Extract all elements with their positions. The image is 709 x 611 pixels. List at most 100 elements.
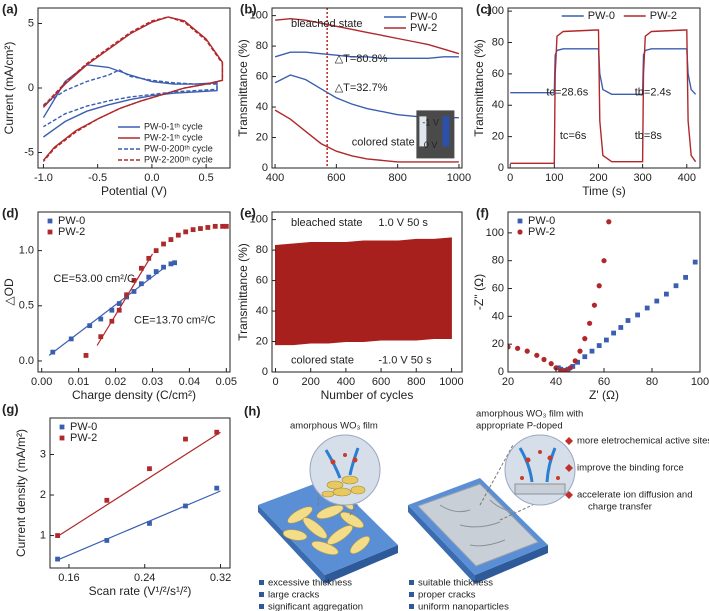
x-tick-label: -1.0 bbox=[34, 172, 53, 184]
y-tick-label: 80 bbox=[256, 40, 268, 52]
legend-marker bbox=[59, 435, 65, 441]
panel-label: (e) bbox=[240, 205, 256, 220]
line bbox=[43, 69, 218, 128]
point bbox=[55, 556, 60, 562]
inset-cell bbox=[442, 116, 450, 147]
annotation: △T=32.7% bbox=[335, 82, 388, 94]
y-tick-label: 100 bbox=[250, 10, 268, 22]
point bbox=[664, 291, 669, 297]
frame bbox=[271, 7, 463, 169]
point bbox=[611, 330, 616, 336]
y-tick-label: 2 bbox=[40, 489, 46, 501]
legend-marker bbox=[517, 218, 523, 224]
y-tick-label: 80 bbox=[492, 255, 504, 267]
zoom-grains bbox=[321, 475, 366, 498]
plot-area bbox=[275, 237, 452, 346]
ion-arrow bbox=[324, 447, 360, 479]
point bbox=[124, 292, 130, 298]
x-tick-label: -0.5 bbox=[88, 172, 107, 184]
point bbox=[190, 227, 196, 233]
point bbox=[575, 359, 580, 365]
y-tick-label: 100 bbox=[486, 5, 504, 17]
slab-side bbox=[325, 545, 398, 584]
annotation: bleached state bbox=[291, 217, 363, 229]
point bbox=[601, 258, 607, 264]
x-tick-label: 0.02 bbox=[105, 376, 126, 388]
point bbox=[146, 274, 152, 280]
legend-label: PW-0 bbox=[70, 421, 97, 433]
y-tick-label: 0 bbox=[262, 162, 268, 174]
benefit-text: more eletrochemical active sites bbox=[577, 436, 709, 447]
benefit-text: improve the binding force bbox=[577, 463, 684, 474]
y-axis-label: Transmittance (%) bbox=[236, 39, 250, 137]
plot-area bbox=[42, 16, 224, 162]
fit-line bbox=[57, 490, 221, 561]
x-tick-label: 0.16 bbox=[58, 572, 79, 584]
point bbox=[596, 343, 602, 348]
y-tick-label: 40 bbox=[492, 310, 504, 322]
legend-label: PW-2 bbox=[650, 10, 677, 22]
panel: (g) 0.16 0.24 0.32 1 2 3 Scan rate (V¹/²/s¹/²) C… bbox=[2, 401, 231, 598]
y-tick-label: 80 bbox=[492, 36, 504, 48]
fit-line bbox=[57, 431, 221, 537]
point bbox=[87, 323, 93, 329]
line bbox=[274, 51, 459, 59]
annotation: colored state bbox=[352, 136, 415, 148]
point bbox=[147, 466, 152, 472]
x-axis-label: Number of cycles bbox=[321, 388, 414, 402]
x-tick-label: 0.04 bbox=[179, 376, 200, 388]
line bbox=[510, 29, 697, 164]
frame bbox=[37, 7, 231, 169]
bullet bbox=[409, 604, 414, 609]
y-tick-label: 0.0 bbox=[19, 355, 34, 367]
point bbox=[635, 312, 640, 318]
line bbox=[275, 17, 460, 55]
point bbox=[582, 354, 588, 360]
zoom-film bbox=[514, 483, 566, 495]
x-axis-label: Scan rate (V¹/²/s¹/²) bbox=[89, 584, 192, 598]
x-tick-label: 400 bbox=[337, 376, 355, 388]
point bbox=[138, 281, 144, 287]
frame bbox=[49, 417, 231, 569]
point bbox=[534, 352, 540, 358]
x-tick-label: 100 bbox=[691, 376, 709, 388]
annotation: 0 V bbox=[424, 140, 438, 150]
y-tick-label: 100 bbox=[250, 214, 268, 226]
annotation: tc=6s bbox=[560, 130, 587, 142]
point bbox=[572, 358, 578, 364]
x-tick-label: 0.05 bbox=[216, 376, 237, 388]
plot-area bbox=[48, 223, 229, 358]
legend-marker bbox=[47, 218, 53, 224]
point bbox=[618, 325, 624, 330]
line bbox=[274, 109, 459, 163]
frame bbox=[37, 211, 231, 373]
panel: (b) 400 600 800 1000 0 20 40 60 80 100 Transmittanc… bbox=[236, 1, 471, 183]
point bbox=[168, 261, 174, 267]
point bbox=[212, 223, 218, 229]
y-tick-label: 20 bbox=[256, 335, 268, 347]
x-tick-label: 800 bbox=[407, 376, 425, 388]
point bbox=[104, 538, 110, 543]
point bbox=[147, 521, 152, 526]
x-tick-label: 40 bbox=[550, 376, 562, 388]
point bbox=[563, 368, 569, 372]
point bbox=[104, 497, 110, 503]
fit-line bbox=[48, 267, 164, 356]
legend-marker bbox=[59, 424, 65, 430]
slab-side bbox=[258, 505, 325, 584]
point bbox=[673, 283, 679, 289]
point bbox=[214, 429, 220, 435]
legend-label: PW-2 bbox=[58, 226, 85, 238]
x-tick-label: 300 bbox=[633, 172, 651, 184]
y-tick-label: 20 bbox=[492, 131, 504, 143]
bullet bbox=[259, 604, 264, 609]
x-axis-label: Charge density (C/cm²) bbox=[72, 388, 196, 402]
y-axis-label: -Z'' (Ω) bbox=[472, 274, 486, 310]
x-axis-label: Time (s) bbox=[582, 184, 626, 198]
annotation: 1.0 V 50 s bbox=[378, 217, 428, 229]
x-tick-label: 0.0 bbox=[144, 172, 159, 184]
x-tick-label: 0.32 bbox=[210, 572, 231, 584]
point bbox=[596, 283, 602, 289]
fit-line bbox=[96, 253, 154, 346]
y-axis-label: △OD bbox=[2, 278, 16, 306]
